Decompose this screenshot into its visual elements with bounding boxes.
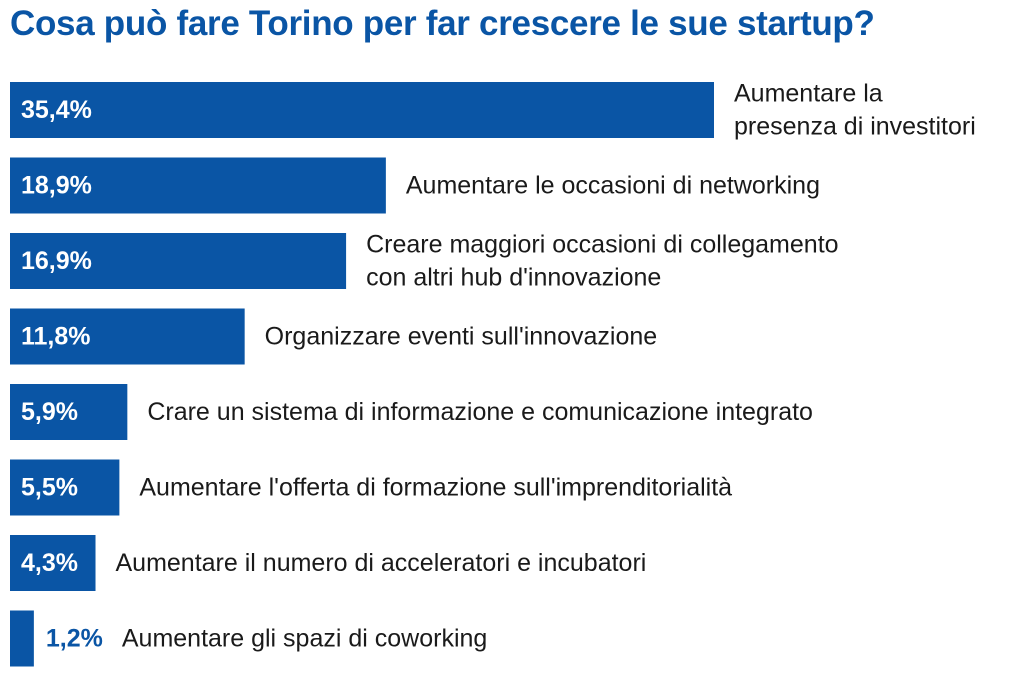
category-label-1-line-1: Aumentare la [734, 80, 883, 108]
bar-6 [10, 459, 120, 516]
category-label-3-line-1: Creare maggiori occasioni di collegament… [366, 231, 838, 259]
bar-8 [10, 610, 34, 667]
category-label-8: Aumentare gli spazi di coworking [122, 625, 487, 653]
value-label-7: 4,3% [21, 549, 78, 577]
category-label-1-line-2: presenza di investitori [734, 113, 976, 141]
category-label-2: Aumentare le occasioni di networking [406, 172, 820, 200]
value-label-6: 5,5% [21, 474, 78, 502]
value-label-2: 18,9% [21, 172, 92, 200]
bar-2 [10, 157, 386, 214]
value-label-1: 35,4% [21, 96, 92, 124]
chart-title: Cosa può fare Torino per far crescere le… [10, 4, 875, 43]
value-label-8: 1,2% [46, 625, 103, 653]
value-label-4: 11,8% [21, 323, 91, 351]
bar-1 [10, 82, 714, 138]
bar-7 [10, 535, 96, 591]
bar-4 [10, 308, 245, 365]
category-label-6: Aumentare l'offerta di formazione sull'i… [139, 474, 732, 502]
category-label-5: Crare un sistema di informazione e comun… [147, 398, 813, 426]
category-label-3-line-2: con altri hub d'innovazione [366, 264, 661, 292]
bar-3 [10, 233, 347, 289]
category-label-4: Organizzare eventi sull'innovazione [265, 323, 657, 351]
bar-5 [10, 384, 128, 440]
value-label-5: 5,9% [21, 398, 78, 426]
category-label-7: Aumentare il numero di acceleratori e in… [116, 549, 647, 577]
value-label-3: 16,9% [21, 247, 92, 275]
